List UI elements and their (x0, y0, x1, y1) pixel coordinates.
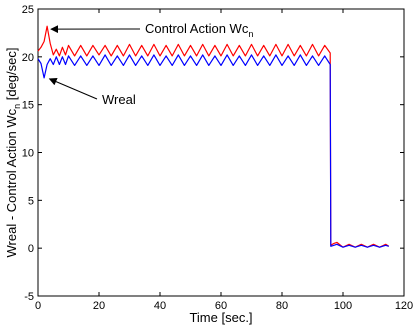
y-axis-label-unit: [deg/sec] (4, 48, 19, 104)
annotation-control: Control Action Wcn (50, 21, 253, 39)
y-tick-label: 10 (22, 148, 34, 160)
x-tick-label: 40 (154, 300, 166, 312)
y-axis-label-main: Wreal - Control Action Wc (4, 108, 19, 257)
x-axis-label: Time [sec.] (189, 310, 252, 325)
annotation-label-control: Control Action Wcn (145, 21, 253, 39)
plot-area (37, 8, 405, 297)
annotation-arrow-real (48, 77, 98, 100)
plot-frame (37, 8, 405, 297)
x-tick-label: 0 (35, 300, 41, 312)
y-tick-label: 15 (22, 100, 34, 112)
y-tick-label: -5 (24, 291, 34, 303)
y-tick-label: 5 (28, 195, 34, 207)
x-tick-label: 80 (276, 300, 288, 312)
y-axis-label-subscript: n (12, 104, 22, 109)
series-line-real (37, 54, 389, 248)
x-tick-label: 100 (334, 300, 352, 312)
x-tick-label: 20 (93, 300, 105, 312)
series-layer (37, 25, 390, 248)
x-tick-label: 60 (215, 300, 227, 312)
y-axis-label: Wreal - Control Action Wcn [deg/sec] (4, 48, 22, 258)
annotation-real: Wreal (48, 77, 136, 107)
x-tick-label: 120 (395, 300, 413, 312)
y-tick-label: 20 (22, 52, 34, 64)
y-tick-label: 25 (22, 4, 34, 16)
y-tick-label: 0 (28, 243, 34, 255)
annotation-label-real: Wreal (102, 92, 136, 107)
annotation-layer: Control Action Wcn Wreal (48, 21, 253, 107)
